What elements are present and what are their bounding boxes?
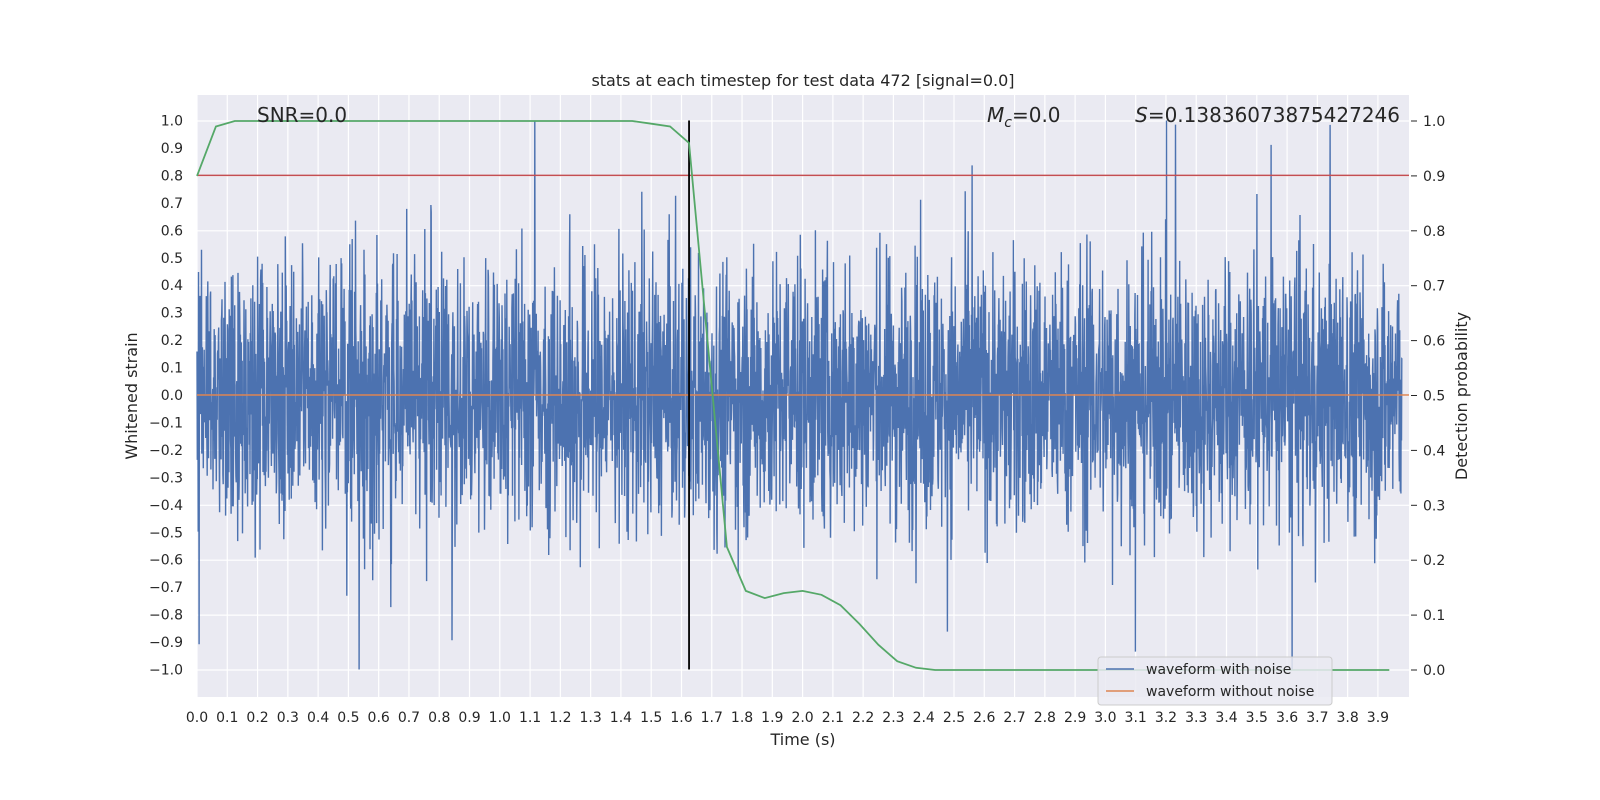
y-right-tick-label: 0.5 xyxy=(1423,389,1445,405)
y-tick-label: −0.2 xyxy=(149,443,183,459)
y-tick-label: 0.3 xyxy=(161,306,183,322)
s-symbol: S xyxy=(1135,103,1148,127)
s-annotation: S=0.13836073875427246 xyxy=(1135,103,1400,127)
y-tick-label: −0.3 xyxy=(149,470,183,486)
legend-label-noise: waveform with noise xyxy=(1146,662,1291,678)
x-tick-label: 1.4 xyxy=(610,710,632,726)
x-tick-label: 3.9 xyxy=(1367,710,1389,726)
x-tick-label: 2.9 xyxy=(1064,710,1086,726)
x-tick-label: 2.1 xyxy=(822,710,844,726)
y-tick-label: 0.5 xyxy=(161,251,183,267)
y-right-tick-label: 1.0 xyxy=(1423,114,1445,130)
x-tick-label: 2.6 xyxy=(973,710,995,726)
y-tick-label: 0.1 xyxy=(161,361,183,377)
x-tick-label: 1.9 xyxy=(761,710,783,726)
x-tick-label: 2.7 xyxy=(1003,710,1025,726)
y-tick-label: −0.8 xyxy=(149,608,183,624)
y-tick-label: 0.6 xyxy=(161,223,183,239)
y-right-tick-label: 0.8 xyxy=(1423,224,1445,240)
y-tick-label: −0.5 xyxy=(149,525,183,541)
y-tick-label: 0.0 xyxy=(161,388,183,404)
x-tick-label: 3.6 xyxy=(1276,710,1298,726)
x-tick-label: 0.7 xyxy=(398,710,420,726)
y-right-tick-label: 0.9 xyxy=(1423,169,1445,185)
x-tick-label: 2.2 xyxy=(852,710,874,726)
y-tick-label: 1.0 xyxy=(161,114,183,130)
x-tick-label: 0.4 xyxy=(307,710,329,726)
y-axis-right-label: Detection probability xyxy=(1452,312,1471,480)
x-tick-label: 0.5 xyxy=(337,710,359,726)
legend: waveform with noise waveform without noi… xyxy=(1097,656,1333,706)
x-tick-label: 0.6 xyxy=(368,710,390,726)
x-tick-label: 0.8 xyxy=(428,710,450,726)
y-tick-label: 0.8 xyxy=(161,168,183,184)
y-tick-label: −0.4 xyxy=(149,498,183,514)
x-tick-label: 2.0 xyxy=(791,710,813,726)
s-value: =0.13836073875427246 xyxy=(1148,103,1400,127)
y-tick-label: −1.0 xyxy=(149,663,183,679)
x-tick-label: 3.3 xyxy=(1185,710,1207,726)
y-tick-label: 0.4 xyxy=(161,278,183,294)
y-right-tick-label: 0.3 xyxy=(1423,498,1445,514)
x-tick-label: 1.6 xyxy=(670,710,692,726)
y-right-tick-label: 0.6 xyxy=(1423,334,1445,350)
mc-value: =0.0 xyxy=(1012,103,1061,127)
mc-subscript: c xyxy=(1004,115,1012,131)
y-tick-label: 0.9 xyxy=(161,141,183,157)
x-tick-label: 0.2 xyxy=(246,710,268,726)
x-tick-label: 1.8 xyxy=(731,710,753,726)
x-tick-label: 2.5 xyxy=(943,710,965,726)
y-axis-label: Whitened strain xyxy=(122,332,141,459)
x-tick-label: 2.8 xyxy=(1034,710,1056,726)
x-tick-label: 1.3 xyxy=(580,710,602,726)
legend-box xyxy=(1097,656,1333,706)
y-right-tick-label: 0.7 xyxy=(1423,279,1445,295)
y-tick-label: 0.7 xyxy=(161,196,183,212)
x-axis-label: Time (s) xyxy=(769,730,835,749)
x-tick-label: 3.5 xyxy=(1246,710,1268,726)
x-tick-label: 0.1 xyxy=(216,710,238,726)
mc-symbol: M xyxy=(987,103,1004,127)
x-tick-label: 1.5 xyxy=(640,710,662,726)
x-tick-label: 0.9 xyxy=(458,710,480,726)
y-tick-label: −0.1 xyxy=(149,415,183,431)
y-tick-label: −0.6 xyxy=(149,553,183,569)
y-tick-label: 0.2 xyxy=(161,333,183,349)
y-tick-label: −0.9 xyxy=(149,635,183,651)
y-right-tick-label: 0.1 xyxy=(1423,608,1445,624)
y-right-tick-label: 0.2 xyxy=(1423,553,1445,569)
legend-label-clean: waveform without noise xyxy=(1146,684,1314,700)
x-tick-label: 1.2 xyxy=(549,710,571,726)
x-tick-label: 0.3 xyxy=(277,710,299,726)
x-tick-label: 3.2 xyxy=(1155,710,1177,726)
mc-annotation: Mc=0.0 xyxy=(987,103,1061,131)
x-tick-label: 0.0 xyxy=(186,710,208,726)
chart-title: stats at each timestep for test data 472… xyxy=(591,71,1014,90)
series-waveform-with-noise xyxy=(196,120,1403,670)
y-tick-label: −0.7 xyxy=(149,580,183,596)
snr-annotation: SNR=0.0 xyxy=(257,103,347,127)
x-tick-label: 3.1 xyxy=(1125,710,1147,726)
ticks: 0.0 0.1 0.2 0.3 0.4 0.5 0.6 0.7 0.8 0.9 1.0 1.1 1.2 1… xyxy=(149,114,1445,727)
y-right-tick-label: 0.4 xyxy=(1423,443,1445,459)
x-tick-label: 3.4 xyxy=(1215,710,1237,726)
y-right-tick-label: 0.0 xyxy=(1423,663,1445,679)
x-tick-label: 2.4 xyxy=(913,710,935,726)
x-tick-label: 1.0 xyxy=(489,710,511,726)
x-tick-label: 3.0 xyxy=(1094,710,1116,726)
x-tick-label: 2.3 xyxy=(882,710,904,726)
x-tick-label: 3.8 xyxy=(1337,710,1359,726)
x-tick-label: 1.7 xyxy=(701,710,723,726)
x-tick-label: 1.1 xyxy=(519,710,541,726)
x-tick-label: 3.7 xyxy=(1306,710,1328,726)
